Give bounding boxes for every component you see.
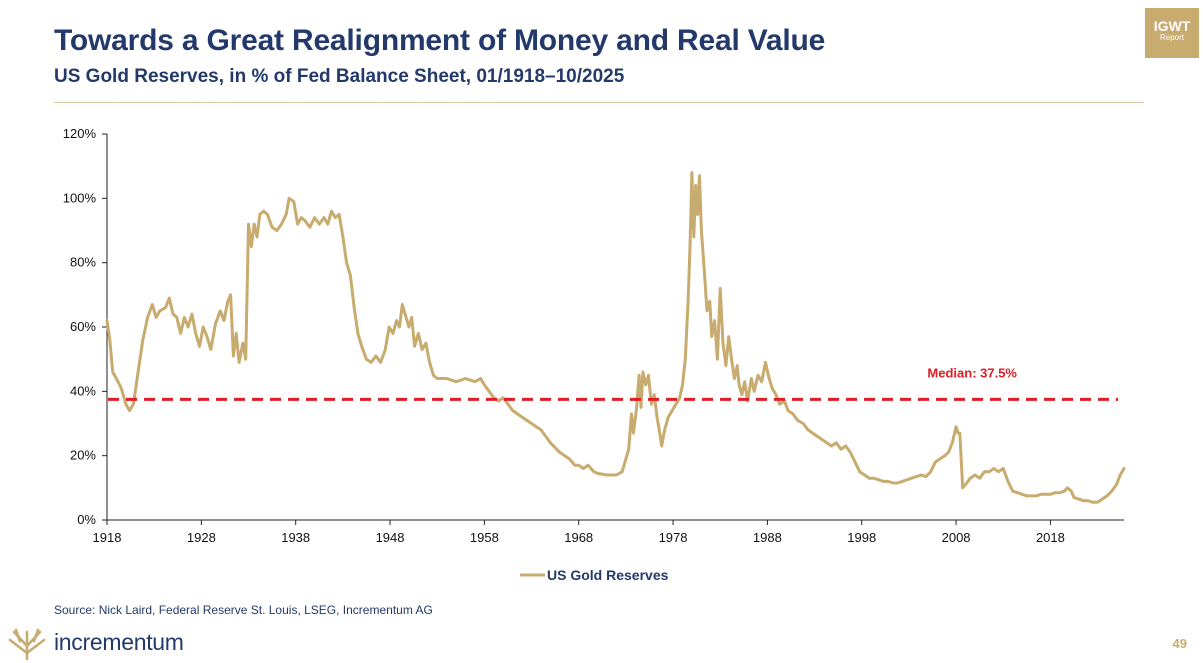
x-tick-label: 1918 xyxy=(93,530,122,545)
igwt-report-badge: IGWT Report xyxy=(1145,8,1199,58)
gold-reserves-chart: 0% 20% 40% 60% 80% 100% 120% 1918 1928 1938 1948 19… xyxy=(63,126,1126,583)
x-tick-label: 1948 xyxy=(376,530,405,545)
page-subtitle: US Gold Reserves, in % of Fed Balance Sh… xyxy=(54,66,625,87)
x-tick-label: 1988 xyxy=(753,530,782,545)
x-tick-label: 2008 xyxy=(942,530,971,545)
x-tick-label: 1978 xyxy=(659,530,688,545)
y-tick-label: 60% xyxy=(70,319,96,334)
x-tick-label: 1958 xyxy=(470,530,499,545)
series-line-us-gold-reserves xyxy=(105,171,1126,504)
page-number: 49 xyxy=(1172,636,1187,651)
x-tick-label: 1938 xyxy=(281,530,310,545)
y-tick-label: 0% xyxy=(77,512,96,527)
brand-name: incrementum xyxy=(54,629,184,655)
y-tick-label: 80% xyxy=(70,255,96,270)
badge-title: IGWT xyxy=(1153,18,1191,34)
legend-label: US Gold Reserves xyxy=(547,567,669,583)
x-tick-label: 1998 xyxy=(847,530,876,545)
y-tick-label: 40% xyxy=(70,383,96,398)
source-note: Source: Nick Laird, Federal Reserve St. … xyxy=(54,603,433,617)
badge-subtitle: Report xyxy=(1159,33,1184,42)
incrementum-logo-icon xyxy=(8,628,46,660)
x-tick-label: 2018 xyxy=(1036,530,1065,545)
page-title: Towards a Great Realignment of Money and… xyxy=(54,24,826,57)
y-tick-label: 100% xyxy=(63,190,97,205)
y-tick-label: 20% xyxy=(70,448,96,463)
x-tick-label: 1928 xyxy=(187,530,216,545)
y-tick-label: 120% xyxy=(63,126,97,141)
header-divider xyxy=(54,102,1144,103)
median-label: Median: 37.5% xyxy=(927,366,1017,381)
x-tick-label: 1968 xyxy=(564,530,593,545)
